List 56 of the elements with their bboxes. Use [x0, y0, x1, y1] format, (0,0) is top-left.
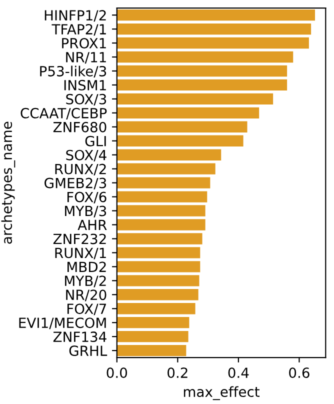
y-tick-label: HINFP1/2	[44, 10, 106, 22]
y-tick-label: SOX/4	[66, 150, 106, 162]
bar	[116, 9, 316, 21]
bar	[116, 65, 288, 77]
bar	[116, 37, 309, 49]
bar	[116, 51, 294, 63]
y-tick-label: EVI1/MECOM	[19, 318, 106, 330]
bar	[116, 317, 190, 328]
y-tick-label: NR/20	[66, 290, 106, 302]
bar	[116, 163, 216, 174]
bar	[116, 93, 274, 105]
y-tick-label: RUNX/1	[55, 248, 106, 260]
bar	[116, 247, 200, 258]
bar	[116, 191, 208, 202]
y-tick-label: GRHL	[69, 346, 108, 356]
y-tick-label: MBD2	[67, 262, 106, 272]
y-tick-label: FOX/6	[67, 192, 106, 204]
y-axis-title: archetypes_name	[1, 122, 16, 244]
bar	[116, 23, 312, 35]
bar	[116, 330, 188, 342]
bar	[116, 219, 206, 230]
bar	[116, 107, 260, 119]
y-tick-label: INSM1	[64, 80, 106, 90]
x-axis-title: max_effect	[184, 386, 260, 400]
bar	[116, 289, 198, 300]
x-tick-label: 0.2	[168, 368, 188, 378]
bar	[116, 149, 222, 160]
x-tick-label: 0.0	[106, 368, 128, 378]
bar	[116, 275, 200, 286]
bar	[116, 344, 186, 356]
y-tick-label: CCAAT/CEBP	[20, 108, 107, 120]
y-tick-label: RUNX/2	[55, 164, 106, 176]
x-tick-label: 0.4	[228, 368, 249, 378]
bar	[116, 79, 288, 91]
bar	[116, 121, 248, 132]
bar	[116, 233, 202, 244]
bar	[116, 205, 206, 216]
y-tick-label: TFAP2/1	[52, 24, 106, 36]
y-tick-label: NR/11	[66, 52, 106, 64]
y-tick-label: ZNF680	[53, 122, 106, 132]
y-tick-label: PROX1	[62, 38, 106, 48]
y-tick-label: AHR	[78, 220, 107, 230]
y-tick-label: GMEB2/3	[44, 178, 106, 190]
y-tick-label: P53-like/3	[40, 66, 106, 78]
bar	[116, 135, 244, 146]
bar	[116, 177, 210, 188]
bar	[116, 303, 196, 314]
y-tick-label: FOX/7	[67, 304, 106, 316]
bar	[116, 261, 200, 272]
y-tick-label: ZNF134	[53, 332, 106, 342]
y-tick-label: ZNF232	[53, 234, 106, 244]
y-tick-label: GLI	[85, 136, 106, 146]
y-tick-label: MYB/2	[65, 276, 106, 288]
x-tick-label: 0.6	[289, 368, 310, 378]
y-tick-label: MYB/3	[65, 206, 106, 218]
y-tick-label: SOX/3	[66, 94, 106, 106]
